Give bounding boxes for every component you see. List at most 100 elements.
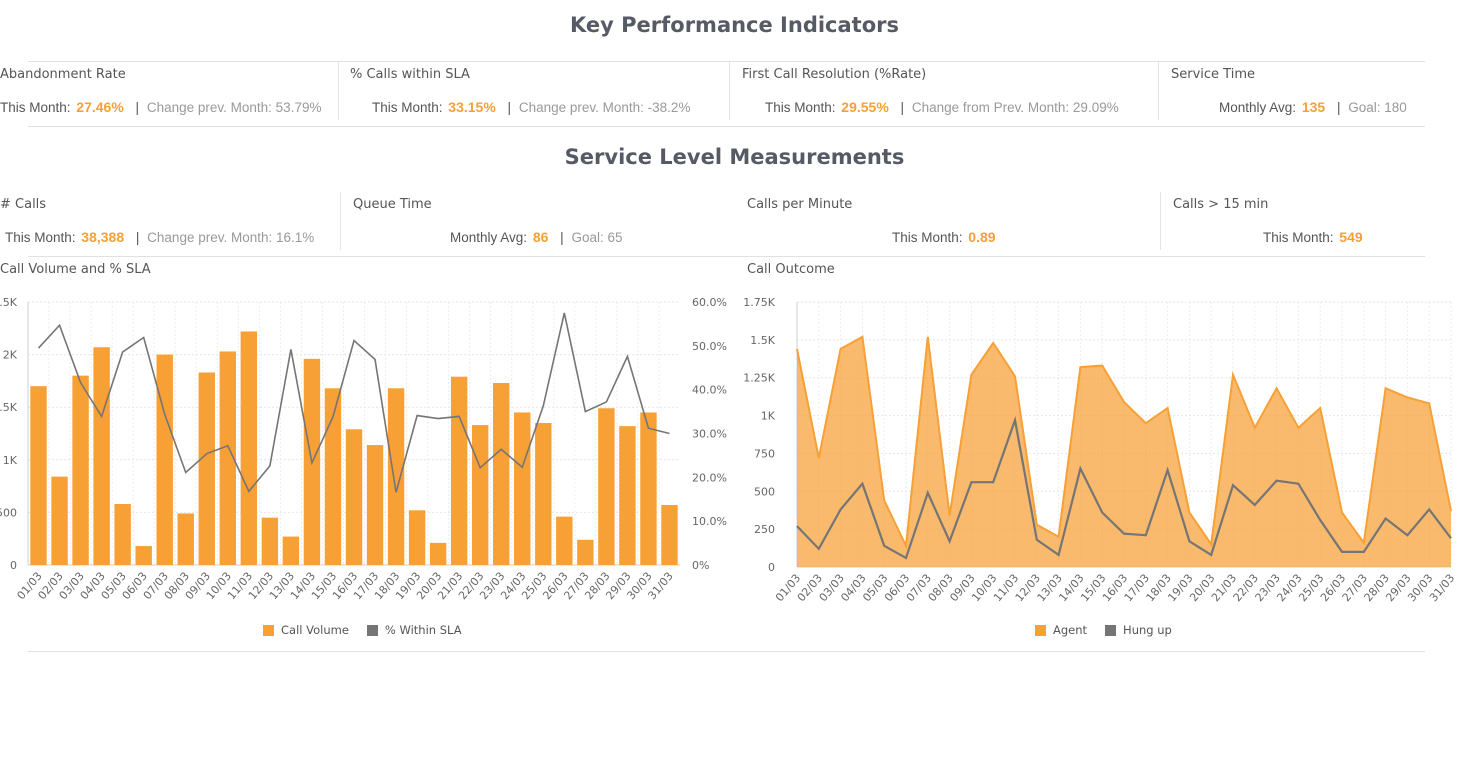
bar-call-volume — [177, 513, 194, 565]
metric-label: This Month: — [5, 230, 76, 245]
calls-over-15-min-values: This Month: 549 — [1263, 229, 1367, 245]
abandonment-rate-label: Abandonment Rate — [0, 67, 126, 82]
metric-goal-label: Goal: — [1348, 100, 1381, 115]
bar-call-volume — [450, 376, 468, 565]
first-call-resolution-values: This Month: 29.55% | Change from Prev. M… — [765, 99, 1119, 115]
metric-label: Monthly Avg: — [450, 230, 528, 245]
calls-within-sla-values: This Month: 33.15% | Change prev. Month:… — [372, 99, 690, 115]
legend-swatch — [263, 624, 274, 636]
divider — [28, 256, 1425, 257]
bar-call-volume — [261, 517, 279, 565]
bar-call-volume — [387, 388, 405, 565]
bar-call-volume — [598, 408, 615, 565]
y2-tick-label: 0% — [692, 559, 709, 572]
bar-call-volume — [493, 383, 510, 565]
metric-label: This Month: — [892, 230, 963, 245]
legend-label: Hung up — [1123, 623, 1172, 637]
metric-change-label: Change from Prev. Month: — [911, 100, 1070, 115]
abandonment-rate-values: This Month: 27.46% | Change prev. Month:… — [0, 99, 321, 115]
y2-tick-label: 10.0% — [692, 515, 727, 528]
calls-within-sla-label: % Calls within SLA — [350, 67, 470, 82]
y2-tick-label: 60.0% — [692, 296, 727, 309]
y-tick-label: 250 — [754, 523, 775, 536]
y2-tick-label: 30.0% — [692, 428, 727, 441]
y-tick-label: 1.75K — [743, 296, 775, 309]
legend-item-hung-up[interactable]: Hung up — [1105, 623, 1172, 637]
divider — [338, 62, 339, 120]
call-volume-chart-title: Call Volume and % SLA — [0, 262, 151, 277]
y-tick-label: 1K — [761, 410, 776, 423]
call-volume-legend: Call Volume % Within SLA — [263, 623, 480, 637]
legend-label: % Within SLA — [384, 623, 462, 637]
metric-label: This Month: — [372, 100, 443, 115]
legend-item-agent[interactable]: Agent — [1035, 623, 1087, 637]
metric-change-label: Change prev. Month: — [518, 100, 644, 115]
calls-per-minute-label: Calls per Minute — [747, 197, 853, 212]
legend-swatch — [1035, 624, 1046, 636]
kpi-section-title: Key Performance Indicators — [570, 13, 899, 37]
bar-call-volume — [514, 412, 531, 565]
separator: | — [1336, 100, 1341, 115]
y2-tick-label: 40.0% — [692, 384, 727, 397]
legend-swatch — [1105, 624, 1117, 636]
metric-change-value: -38.2% — [647, 100, 691, 115]
metric-value: 38,388 — [81, 229, 125, 245]
queue-time-values: Monthly Avg: 86 | Goal: 65 — [450, 229, 623, 245]
call-outcome-chart-title: Call Outcome — [747, 262, 835, 277]
y-tick-label: 0 — [10, 559, 17, 572]
line-within-sla — [37, 312, 670, 493]
bar-call-volume — [198, 372, 215, 565]
legend-item-within-sla[interactable]: % Within SLA — [366, 623, 462, 637]
metric-value: 33.15% — [448, 99, 496, 115]
divider — [28, 126, 1425, 127]
metric-value: 0.89 — [968, 229, 996, 245]
divider — [1158, 62, 1159, 120]
metric-change-label: Change prev. Month: — [147, 230, 273, 245]
metric-label: Monthly Avg: — [1219, 100, 1297, 115]
y-tick-label: 1.25K — [743, 372, 775, 385]
bar-call-volume — [51, 476, 68, 565]
bar-call-volume — [535, 422, 552, 565]
bar-call-volume — [471, 425, 489, 565]
legend-item-call-volume[interactable]: Call Volume — [263, 623, 349, 637]
y-tick-label: 1.5K — [750, 334, 775, 347]
y-tick-label: 1.5K — [0, 401, 18, 414]
bar-call-volume — [114, 503, 131, 565]
separator: | — [560, 230, 564, 245]
x-tick-label: 31/03 — [1427, 572, 1457, 605]
bar-call-volume — [30, 386, 47, 565]
calls-per-minute-values: This Month: 0.89 — [892, 229, 1000, 245]
calls-over-15-min-label: Calls > 15 min — [1173, 197, 1269, 212]
metric-goal-value: 65 — [607, 230, 623, 245]
metric-label: This Month: — [0, 100, 71, 115]
service-time-label: Service Time — [1171, 67, 1255, 82]
calls-count-label: # Calls — [0, 197, 47, 212]
call-outcome-legend: Agent Hung up — [1035, 623, 1190, 637]
metric-value: 27.46% — [76, 99, 124, 115]
call-outcome-chart: 02505007501K1.25K1.5K1.75K01/0302/0303/0… — [743, 296, 1457, 605]
metric-value: 135 — [1301, 99, 1326, 115]
calls-count-values: This Month: 38,388 | Change prev. Month:… — [5, 229, 314, 245]
separator: | — [507, 100, 512, 115]
y-tick-label: 2.5K — [0, 296, 18, 309]
y2-tick-label: 50.0% — [692, 340, 727, 353]
legend-label: Call Volume — [281, 623, 349, 637]
call-volume-chart: 0 500 1K 1.5K 2K 2.5K 0% 10.0% 20.0% 30.0% 40.0% 50… — [0, 296, 727, 602]
metric-goal-label: Goal: — [571, 230, 604, 245]
metric-label: This Month: — [1263, 230, 1334, 245]
y-tick-label: 500 — [754, 485, 775, 498]
bar-call-volume — [93, 347, 110, 565]
y-tick-label: 750 — [754, 447, 775, 460]
queue-time-label: Queue Time — [353, 197, 432, 212]
legend-label: Agent — [1053, 623, 1088, 637]
metric-value: 86 — [532, 229, 549, 245]
bar-call-volume — [661, 505, 678, 565]
separator: | — [135, 230, 140, 245]
legend-swatch — [366, 624, 378, 636]
metric-value: 549 — [1339, 229, 1363, 245]
metric-label: This Month: — [765, 100, 836, 115]
y-tick-label: 2K — [3, 349, 18, 362]
bar-call-volume — [156, 354, 173, 565]
bar-call-volume — [135, 546, 152, 565]
y-tick-label: 0 — [768, 561, 775, 574]
